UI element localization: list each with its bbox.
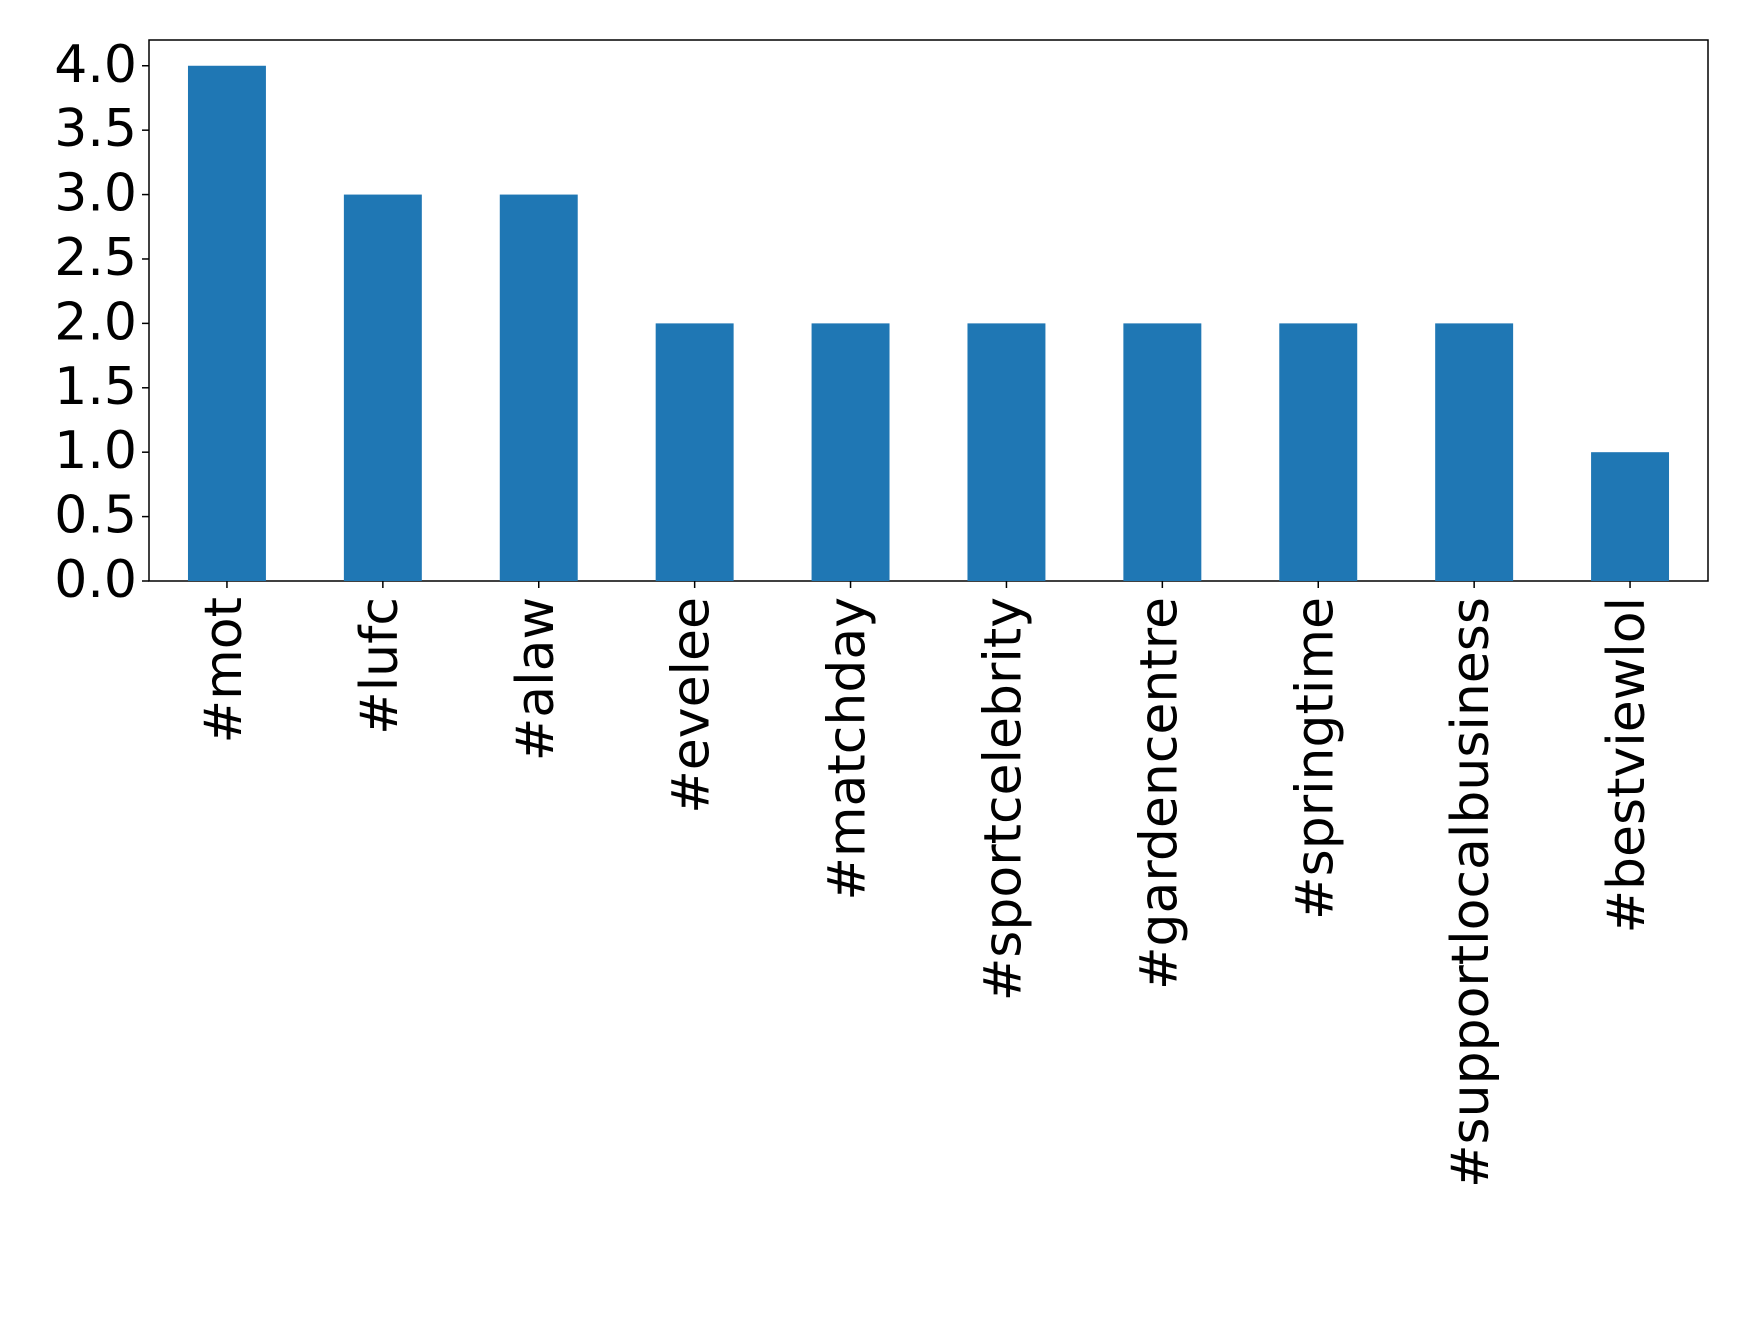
bar [811,323,890,581]
y-tick-label: 3.5 [54,99,137,159]
bar [1591,452,1670,581]
x-tick-label: #bestviewlol [1597,597,1657,934]
bar [655,323,734,581]
bar [499,194,578,582]
y-tick-label: 3.0 [54,164,137,224]
bar [1123,323,1202,581]
y-tick-label: 0.0 [54,550,137,610]
y-tick-label: 2.0 [54,292,137,352]
x-tick-label: #sportcelebrity [973,597,1033,1001]
y-tick-label: 4.0 [54,35,137,95]
x-tick-label: #evelee [662,597,722,814]
bar [343,194,422,582]
y-tick-label: 1.5 [54,357,137,417]
y-tick-label: 2.5 [54,228,137,288]
bar [1279,323,1358,581]
y-tick-label: 0.5 [54,486,137,546]
bar [1435,323,1514,581]
x-tick-label: #lufc [350,597,410,735]
y-tick-label: 1.0 [54,421,137,481]
x-tick-label: #gardencentre [1129,597,1189,990]
bar [187,65,266,581]
bar [967,323,1046,581]
x-tick-label: #alaw [506,597,566,761]
x-tick-label: #supportlocalbusiness [1441,597,1501,1188]
axes-frame [148,39,1709,582]
x-tick-label: #springtime [1285,597,1345,920]
x-tick-label: #mot [194,597,254,743]
x-tick-label: #matchday [818,597,878,901]
